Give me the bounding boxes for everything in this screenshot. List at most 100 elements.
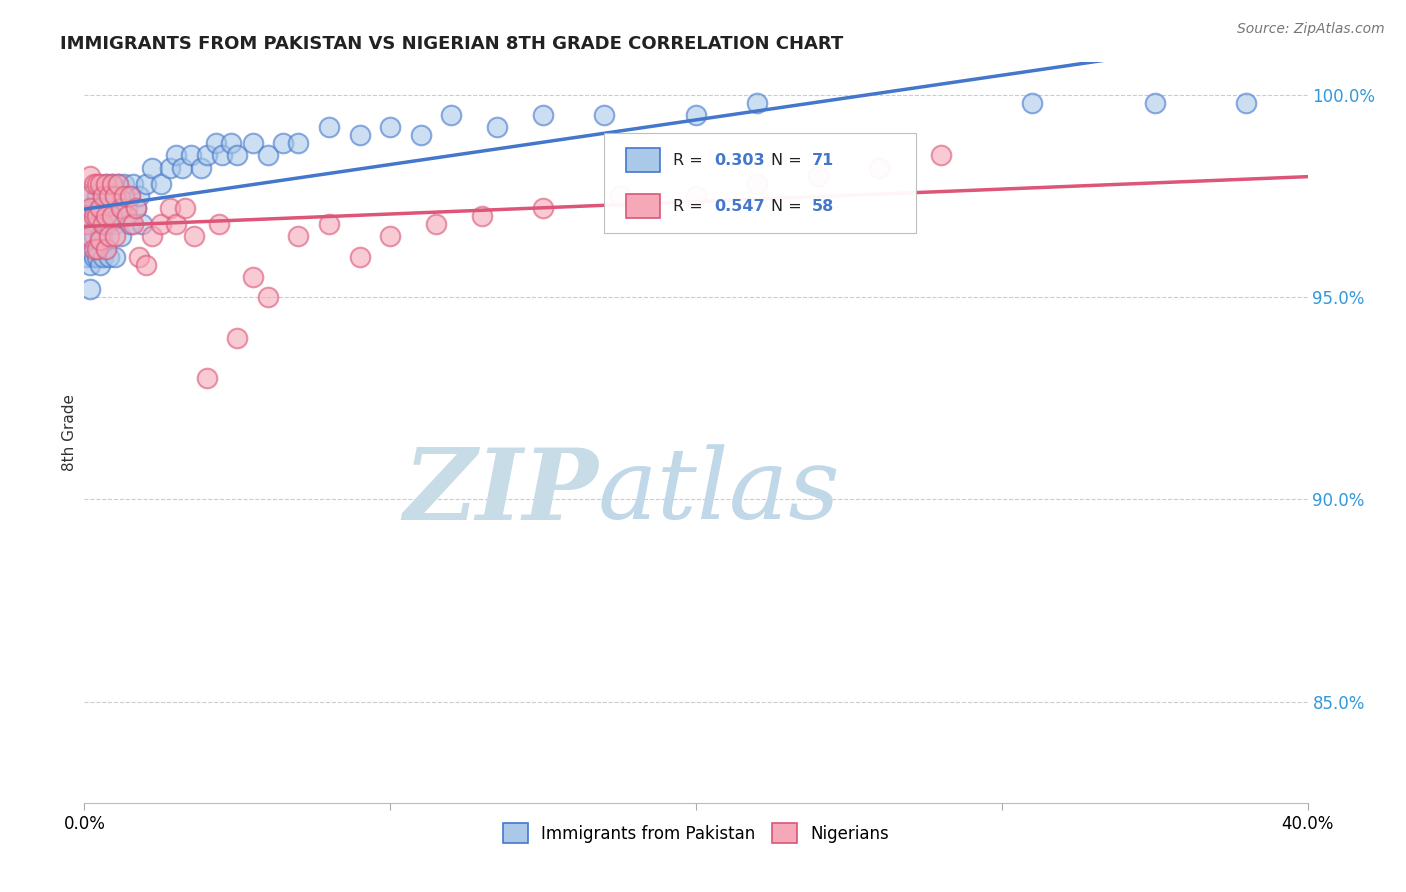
Point [125, 201, 148, 215]
Point [131, 217, 153, 231]
Point [110, 201, 132, 215]
Point [104, 189, 127, 203]
Point [1143, 95, 1166, 110]
Point [91, 250, 114, 264]
Point [195, 371, 218, 385]
Point [1021, 95, 1043, 110]
Point [107, 177, 129, 191]
Point [89, 229, 111, 244]
Point [425, 217, 447, 231]
Point [122, 217, 145, 231]
Point [190, 161, 212, 175]
Point [79, 229, 101, 244]
Point [349, 128, 371, 143]
Point [91, 217, 114, 231]
Point [104, 250, 127, 264]
Point [287, 229, 309, 244]
Point [112, 177, 135, 191]
Point [104, 189, 127, 203]
Point [242, 269, 264, 284]
Point [440, 108, 463, 122]
Point [79, 169, 101, 183]
Point [94, 177, 117, 191]
Point [120, 217, 142, 231]
Point [86, 250, 108, 264]
Point [86, 209, 108, 223]
Point [593, 108, 616, 122]
Point [149, 177, 172, 191]
Point [79, 201, 101, 215]
Point [101, 209, 124, 223]
Point [172, 161, 194, 175]
Text: Source: ZipAtlas.com: Source: ZipAtlas.com [1237, 22, 1385, 37]
Point [318, 217, 340, 231]
Point [609, 189, 631, 203]
Point [486, 120, 509, 135]
Point [195, 148, 218, 162]
Point [76, 217, 98, 231]
Point [165, 217, 187, 231]
Point [76, 229, 98, 244]
Text: N =: N = [770, 199, 807, 213]
Point [257, 290, 280, 304]
Point [747, 95, 769, 110]
Text: N =: N = [770, 153, 807, 168]
Point [115, 201, 138, 215]
Point [141, 229, 163, 244]
Point [120, 189, 142, 203]
Point [159, 161, 181, 175]
Point [112, 189, 135, 203]
Point [86, 177, 108, 191]
Point [174, 201, 197, 215]
Point [122, 177, 145, 191]
Point [271, 136, 294, 151]
Point [79, 217, 101, 231]
Point [135, 258, 157, 272]
Point [83, 229, 105, 244]
Point [94, 209, 117, 223]
Point [115, 209, 138, 223]
Point [287, 136, 309, 151]
FancyBboxPatch shape [626, 148, 661, 172]
Point [135, 177, 157, 191]
Point [219, 136, 242, 151]
Point [409, 128, 432, 143]
Point [86, 217, 108, 231]
Point [101, 209, 124, 223]
Legend: Immigrants from Pakistan, Nigerians: Immigrants from Pakistan, Nigerians [496, 816, 896, 850]
Point [79, 258, 101, 272]
Text: IMMIGRANTS FROM PAKISTAN VS NIGERIAN 8TH GRADE CORRELATION CHART: IMMIGRANTS FROM PAKISTAN VS NIGERIAN 8TH… [60, 35, 844, 53]
Point [91, 217, 114, 231]
Point [86, 189, 108, 203]
Point [380, 229, 402, 244]
Point [97, 250, 120, 264]
Point [83, 209, 105, 223]
Point [91, 189, 114, 203]
Point [141, 161, 163, 175]
Point [83, 250, 105, 264]
Point [104, 217, 127, 231]
Point [83, 201, 105, 215]
Point [120, 189, 142, 203]
Point [226, 330, 249, 344]
Point [205, 136, 228, 151]
Point [89, 177, 111, 191]
Point [807, 169, 830, 183]
Point [97, 189, 120, 203]
Point [110, 229, 132, 244]
Point [107, 177, 129, 191]
Text: R =: R = [672, 199, 707, 213]
Point [380, 120, 402, 135]
Point [89, 201, 111, 215]
Text: 58: 58 [813, 199, 834, 213]
Point [349, 250, 371, 264]
FancyBboxPatch shape [605, 133, 917, 233]
Point [165, 148, 187, 162]
Text: 0.303: 0.303 [714, 153, 765, 168]
Point [89, 201, 111, 215]
Point [104, 229, 127, 244]
Point [76, 209, 98, 223]
Point [94, 209, 117, 223]
Text: R =: R = [672, 153, 707, 168]
Point [531, 201, 554, 215]
